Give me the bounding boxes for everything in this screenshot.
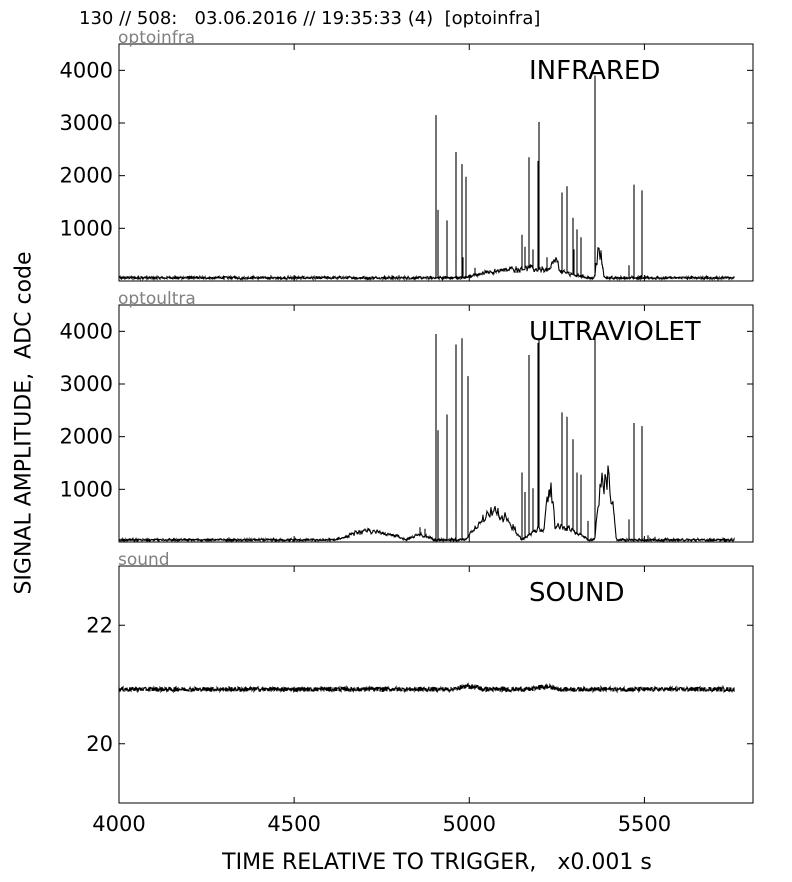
x-tick-label: 4000 (92, 812, 145, 836)
plot-frame (118, 304, 754, 543)
x-axis-label: TIME RELATIVE TO TRIGGER, x0.001 s (222, 850, 652, 875)
y-tick-label: 3000 (60, 372, 113, 396)
y-tick-label: 4000 (60, 319, 113, 343)
signal-line-optoultra (118, 334, 735, 544)
chart-header: 130 // 508: 03.06.2016 // 19:35:33 (4) [… (79, 8, 541, 29)
panel-title: SOUND (529, 578, 624, 608)
plot-frame (118, 565, 754, 804)
y-tick-label: 1000 (60, 216, 113, 240)
panel-title: INFRARED (529, 56, 660, 86)
y-tick-label: 4000 (60, 58, 113, 82)
x-tick-label: 5000 (443, 812, 496, 836)
y-tick-label: 3000 (60, 111, 113, 135)
signal-line-optoinfra (118, 75, 735, 282)
y-axis-label: SIGNAL AMPLITUDE, ADC code (11, 251, 37, 595)
chart-panels: 1000200030004000optoinfraINFRARED1000200… (60, 28, 754, 836)
y-tick-label: 22 (86, 613, 113, 637)
panel-sound: 20 22 sound SOUND (86, 550, 754, 804)
y-tick-label: 2000 (60, 164, 113, 188)
panel-tag: sound (118, 550, 170, 570)
panel-tag: optoinfra (118, 28, 195, 48)
x-tick-label: 4500 (267, 812, 320, 836)
y-tick-label: 20 (86, 732, 113, 756)
panel-title: ULTRAVIOLET (529, 317, 701, 347)
signal-line-sound (118, 682, 735, 694)
y-tick-label: 1000 (60, 477, 113, 501)
y-tick-label: 2000 (60, 425, 113, 449)
x-tick-label: 5500 (618, 812, 671, 836)
plot-frame (118, 43, 754, 282)
panel-tag: optoultra (118, 289, 196, 309)
